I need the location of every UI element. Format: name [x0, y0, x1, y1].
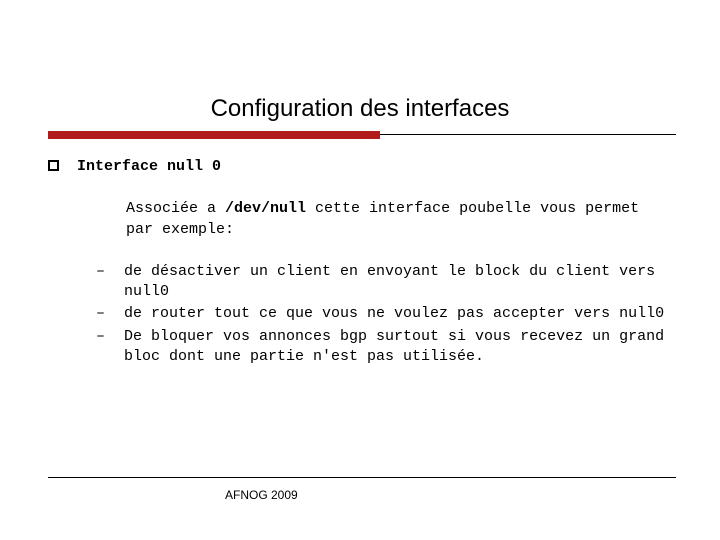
sub-list: – de désactiver un client en envoyant le… [94, 262, 672, 367]
square-bullet-icon [48, 160, 59, 171]
dash-bullet-icon: – [94, 327, 124, 347]
intro-pre: Associée a [126, 200, 225, 217]
list-item-text: De bloquer vos annonces bgp surtout si v… [124, 327, 672, 368]
main-bullet-item: Interface null 0 [48, 157, 672, 177]
rule-thin-segment [380, 134, 676, 135]
list-item: – de désactiver un client en envoyant le… [94, 262, 672, 303]
intro-bold: /dev/null [225, 200, 306, 217]
slide-title: Configuration des interfaces [0, 0, 720, 131]
footer-rule [48, 477, 676, 478]
main-item-text: Interface null 0 [77, 157, 221, 177]
dash-bullet-icon: – [94, 262, 124, 282]
list-item: – De bloquer vos annonces bgp surtout si… [94, 327, 672, 368]
list-item-text: de router tout ce que vous ne voulez pas… [124, 304, 672, 324]
rule-red-segment [48, 131, 380, 139]
slide: Configuration des interfaces Interface n… [0, 0, 720, 540]
slide-body: Interface null 0 Associée a /dev/null ce… [0, 139, 720, 367]
title-rule [48, 131, 676, 139]
list-item: – de router tout ce que vous ne voulez p… [94, 304, 672, 324]
intro-text: Associée a /dev/null cette interface pou… [126, 199, 672, 240]
list-item-text: de désactiver un client en envoyant le b… [124, 262, 672, 303]
footer-text: AFNOG 2009 [0, 488, 720, 502]
dash-bullet-icon: – [94, 304, 124, 324]
